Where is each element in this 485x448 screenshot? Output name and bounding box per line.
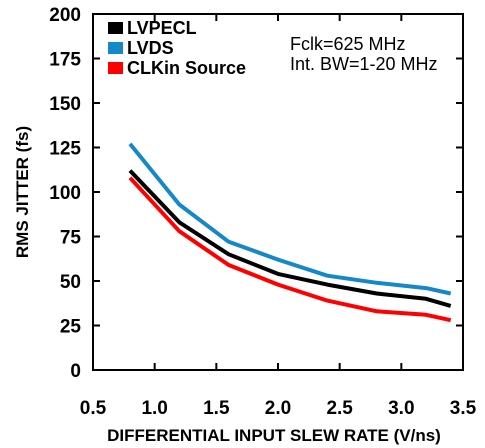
y-tick-label: 125 <box>49 139 81 160</box>
y-tick-label: 150 <box>49 94 81 115</box>
y-tick-label: 175 <box>49 50 81 71</box>
x-tick-label: 0.5 <box>80 398 107 419</box>
legend-label: LVPECL <box>127 18 197 38</box>
y-tick-label: 100 <box>49 183 81 204</box>
series-line-lvds <box>128 142 452 296</box>
x-tick-label: 1.0 <box>141 398 167 419</box>
legend-swatch <box>108 42 123 54</box>
legend-swatch <box>108 22 123 34</box>
x-tick-label: 1.5 <box>203 398 230 419</box>
annotation-text: Int. BW=1-20 MHz <box>290 54 438 74</box>
y-tick-label: 200 <box>49 5 81 26</box>
x-axis-title: DIFFERENTIAL INPUT SLEW RATE (V/ns) <box>107 426 441 445</box>
legend-label: LVDS <box>127 38 174 58</box>
annotation-text: Fclk=625 MHz <box>290 34 406 54</box>
x-axis: 0.5 1.0 1.5 2.0 2.5 3.0 3.5 <box>80 14 477 419</box>
series-line-clkin-source <box>128 176 452 323</box>
x-tick-label: 2.0 <box>265 398 291 419</box>
y-tick-label: 0 <box>70 361 81 382</box>
series-line-lvpecl <box>128 169 452 308</box>
y-tick-label: 75 <box>60 228 82 249</box>
y-tick-label: 25 <box>60 317 82 338</box>
y-axis: 0 25 50 75 100 125 150 175 200 <box>49 5 463 382</box>
x-tick-label: 3.5 <box>450 398 477 419</box>
x-tick-label: 3.0 <box>388 398 414 419</box>
legend-label: CLKin Source <box>127 58 246 78</box>
series-lines <box>128 142 452 323</box>
x-tick-label: 2.5 <box>326 398 353 419</box>
y-tick-label: 50 <box>60 272 81 293</box>
legend-swatch <box>108 62 123 74</box>
y-axis-title: RMS JITTER (fs) <box>13 126 32 258</box>
